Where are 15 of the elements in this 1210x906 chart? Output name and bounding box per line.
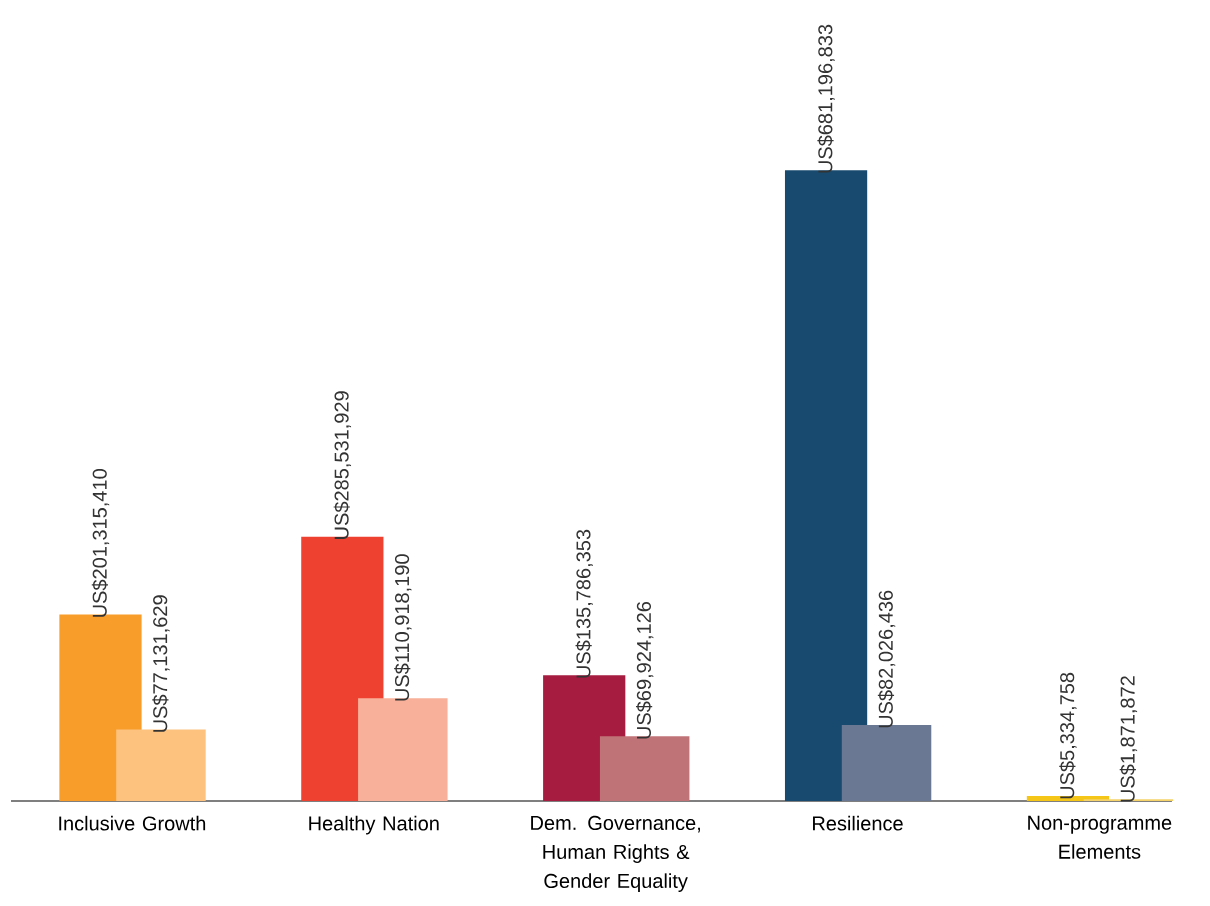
data-label: US$285,531,929: [333, 391, 352, 539]
x-tick-label: Inclusive Growth: [59, 815, 206, 831]
x-tick-label: Healthy Nation: [309, 815, 439, 835]
x-tick-label: Non-programme Elements: [1028, 815, 1172, 859]
x-tick-label: Dem. Governance, Human Rights & Gender Equality: [531, 815, 700, 892]
x-tick-label: Resilience: [813, 815, 903, 831]
data-label: US$110,918,190: [394, 554, 412, 701]
data-label: US$135,786,353: [575, 529, 593, 678]
data-label: US$82,026,436: [877, 590, 896, 728]
data-label: US$681,196,833: [817, 24, 835, 173]
data-label: US$69,924,126: [635, 601, 654, 739]
data-label: US$1,871,872: [1119, 676, 1138, 802]
data-label: US$77,131,629: [152, 595, 170, 732]
data-label: US$201,315,410: [91, 469, 110, 617]
data-label: US$5,334,758: [1059, 672, 1077, 799]
